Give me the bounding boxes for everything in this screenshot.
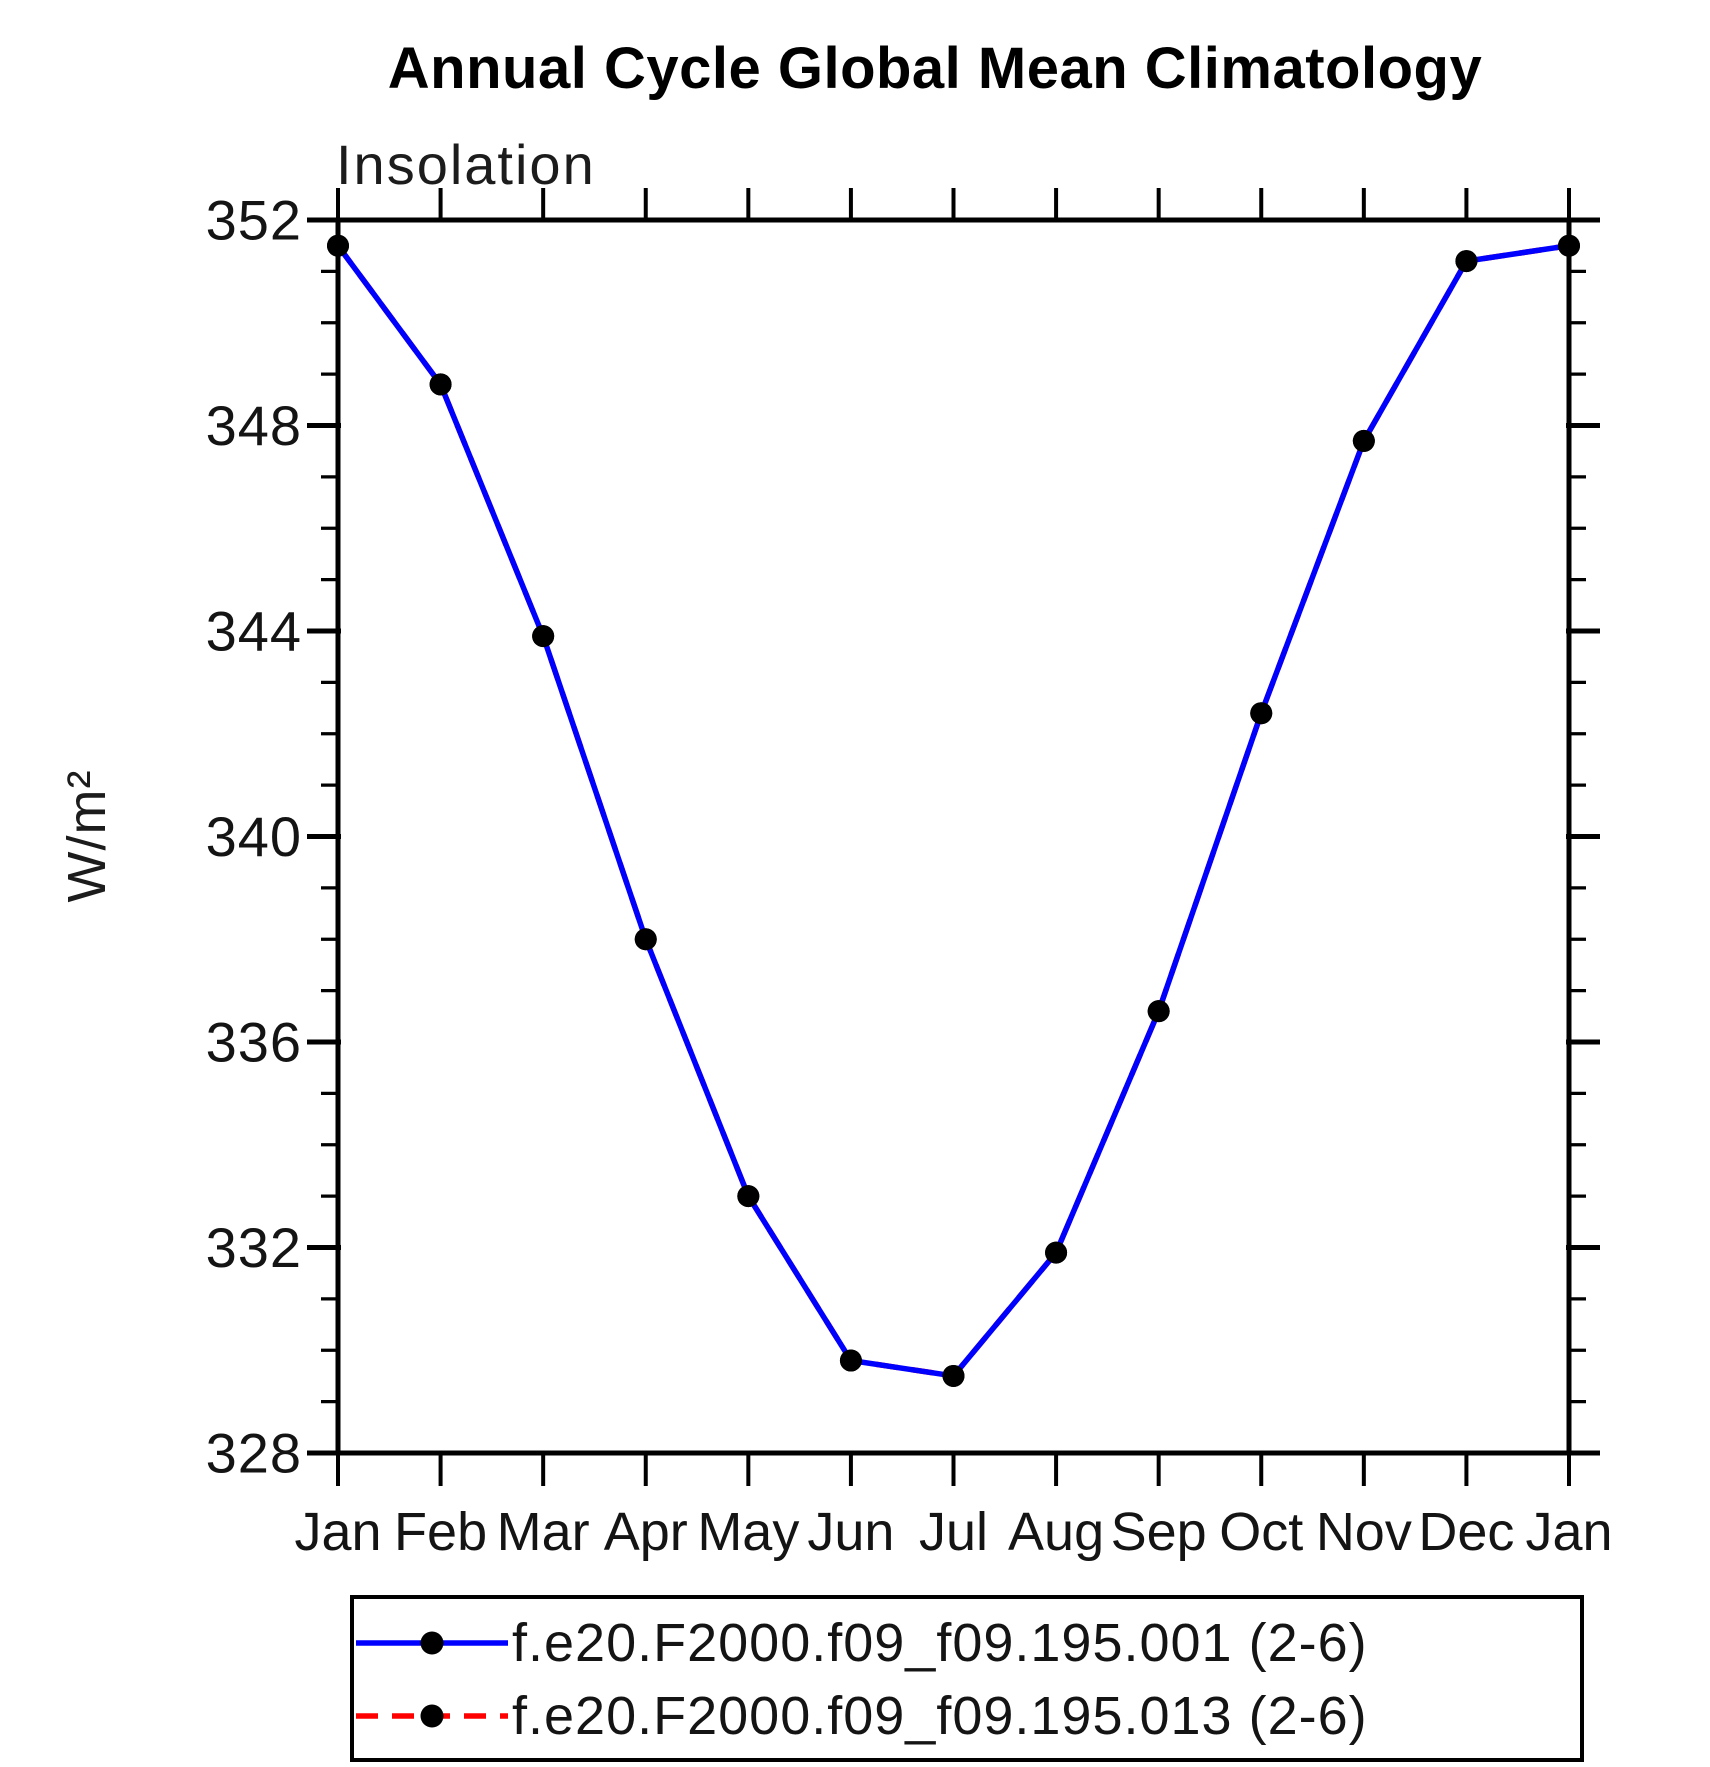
y-axis-title: W/m² (57, 770, 117, 903)
y-tick-label: 332 (206, 1216, 302, 1279)
y-tick-label: 336 (206, 1011, 302, 1074)
x-tick-label: Oct (1219, 1502, 1303, 1562)
legend-marker (420, 1704, 444, 1728)
x-tick-label: Jul (919, 1502, 988, 1562)
x-tick-label: Jan (294, 1502, 381, 1562)
data-point-marker (1352, 429, 1375, 452)
x-tick-label: May (697, 1502, 799, 1562)
data-point-marker (429, 373, 452, 396)
series-line (335, 242, 1570, 1379)
data-point-marker (942, 1364, 965, 1387)
data-point-marker (1250, 702, 1273, 725)
x-tick-label: Sep (1111, 1502, 1207, 1562)
legend-box (350, 1595, 1584, 1762)
data-point-marker (1147, 1000, 1170, 1023)
series-line (335, 242, 1570, 1379)
data-point-marker (839, 1349, 862, 1372)
legend: f.e20.F2000.f09_f09.195.001 (2-6) f.e20.F… (350, 1595, 1584, 1762)
data-point-marker (1045, 1241, 1068, 1264)
data-point-marker (532, 625, 555, 648)
x-tick-label: Apr (604, 1502, 688, 1562)
y-tick-label: 348 (206, 394, 302, 457)
data-point-marker (737, 1185, 760, 1208)
data-point-marker (327, 234, 349, 257)
x-tick-label: Aug (1008, 1502, 1104, 1562)
x-tick-label: Nov (1316, 1502, 1412, 1562)
y-tick-label: 328 (206, 1422, 302, 1485)
y-tick-label: 344 (206, 600, 302, 663)
x-tick-label: Dec (1418, 1502, 1514, 1562)
x-tick-label: Jun (807, 1502, 894, 1562)
y-tick-label: 340 (206, 805, 302, 868)
legend-marker (420, 1631, 444, 1655)
data-point-marker (634, 928, 657, 951)
legend-row: f.e20.F2000.f09_f09.195.001 (2-6) (356, 1613, 1368, 1673)
y-tick-label: 352 (206, 189, 302, 252)
chart-title: Annual Cycle Global Mean Climatology (388, 36, 1482, 101)
x-tick-label: Jan (1525, 1502, 1612, 1562)
legend-label: f.e20.F2000.f09_f09.195.001 (2-6) (512, 1613, 1368, 1673)
x-tick-label: Feb (394, 1502, 487, 1562)
legend-row: f.e20.F2000.f09_f09.195.013 (2-6) (356, 1686, 1368, 1746)
data-point-marker (1558, 234, 1580, 257)
data-point-marker (1455, 250, 1478, 273)
x-tick-label: Mar (497, 1502, 590, 1562)
chart-subtitle: Insolation (336, 133, 596, 196)
legend-label: f.e20.F2000.f09_f09.195.013 (2-6) (512, 1686, 1368, 1746)
